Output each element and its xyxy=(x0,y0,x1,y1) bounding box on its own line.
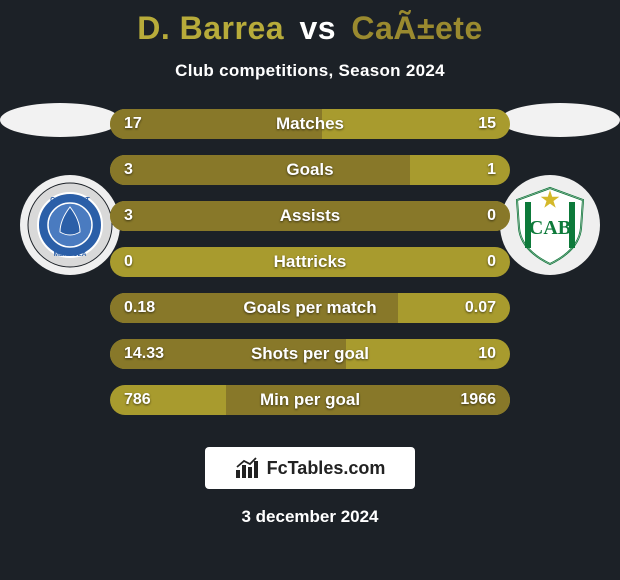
body: C.D.G.C.A.T MENDOZA CAB 1715Matches 31Goa… xyxy=(0,109,620,439)
svg-text:MENDOZA: MENDOZA xyxy=(54,251,87,258)
comparison-card: D. Barrea vs CaÃ±ete Club competitions, … xyxy=(0,0,620,580)
site-label: FcTables.com xyxy=(267,458,386,479)
stat-row: 00Hattricks xyxy=(110,247,510,277)
stat-label: Hattricks xyxy=(110,247,510,277)
stat-row: 0.180.07Goals per match xyxy=(110,293,510,323)
vs-label: vs xyxy=(293,10,342,46)
stat-label: Goals per match xyxy=(110,293,510,323)
banfield-icon: CAB xyxy=(507,182,593,268)
stat-row: 14.3310Shots per goal xyxy=(110,339,510,369)
stat-row: 7861966Min per goal xyxy=(110,385,510,415)
stat-row: 1715Matches xyxy=(110,109,510,139)
svg-text:CAB: CAB xyxy=(529,217,571,239)
subtitle: Club competitions, Season 2024 xyxy=(0,61,620,81)
stat-label: Shots per goal xyxy=(110,339,510,369)
page-title: D. Barrea vs CaÃ±ete xyxy=(0,0,620,47)
player2-crest: CAB xyxy=(500,175,600,275)
player1-photo xyxy=(0,103,120,137)
godoy-cruz-icon: C.D.G.C.A.T MENDOZA xyxy=(27,182,113,268)
stat-label: Min per goal xyxy=(110,385,510,415)
date-label: 3 december 2024 xyxy=(0,507,620,527)
stats-list: 1715Matches 31Goals 30Assists 00Hattricks 0.… xyxy=(110,109,510,431)
player1-name: D. Barrea xyxy=(137,10,284,46)
stat-label: Assists xyxy=(110,201,510,231)
stat-row: 30Assists xyxy=(110,201,510,231)
stat-label: Goals xyxy=(110,155,510,185)
stat-label: Matches xyxy=(110,109,510,139)
site-logo[interactable]: FcTables.com xyxy=(205,447,415,489)
player2-name: CaÃ±ete xyxy=(351,10,482,46)
player2-photo xyxy=(500,103,620,137)
chart-icon xyxy=(235,457,261,479)
svg-text:C.D.G.C.A.T: C.D.G.C.A.T xyxy=(50,197,90,204)
player1-crest: C.D.G.C.A.T MENDOZA xyxy=(20,175,120,275)
stat-row: 31Goals xyxy=(110,155,510,185)
